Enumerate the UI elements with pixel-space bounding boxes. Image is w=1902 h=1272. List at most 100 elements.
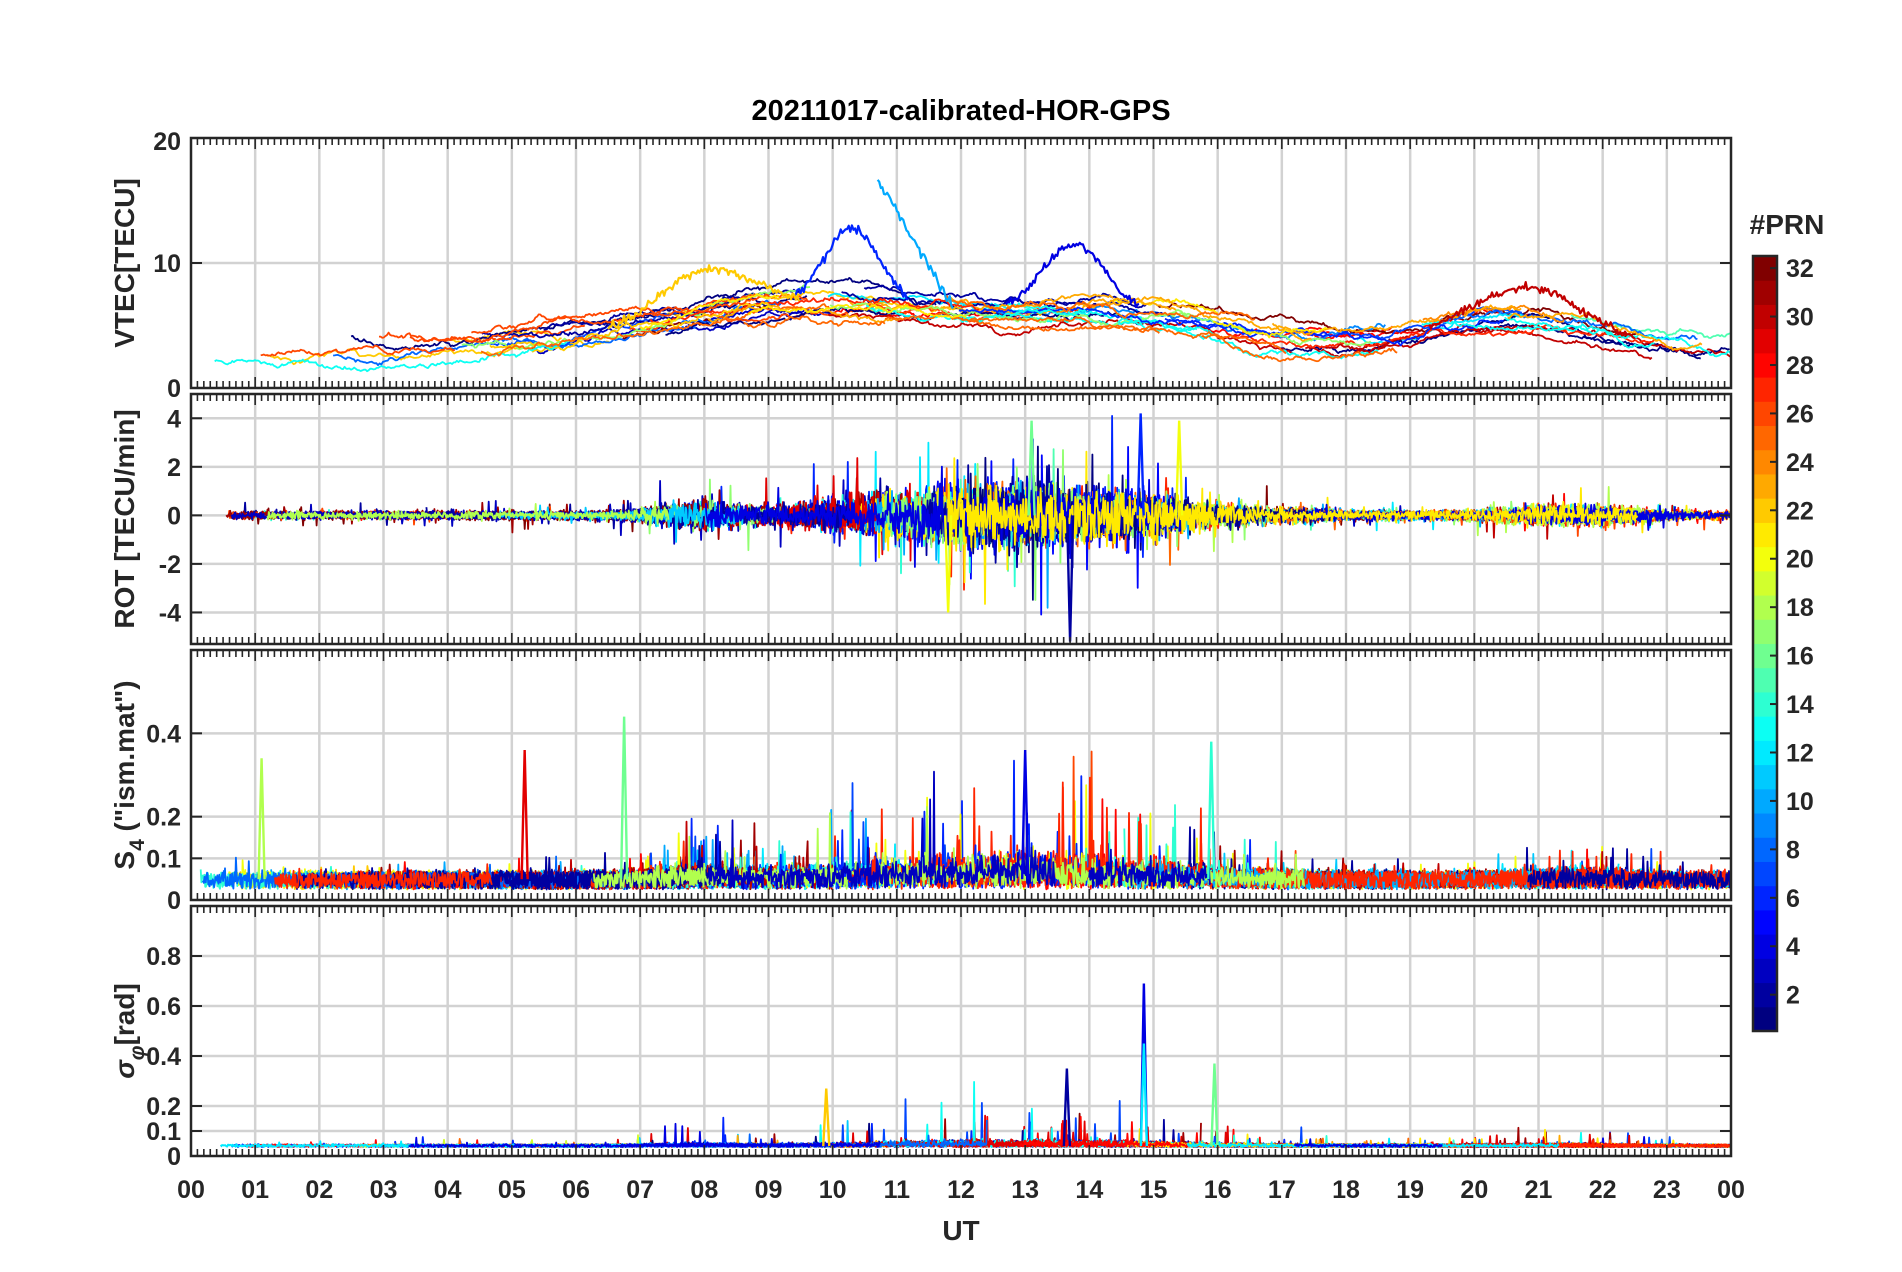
y-tick-label: 0.4 bbox=[146, 1043, 181, 1071]
satellite-trace bbox=[704, 465, 1181, 568]
colorbar-tick-label: 30 bbox=[1786, 304, 1814, 332]
y-tick-label: -2 bbox=[159, 551, 181, 579]
colorbar-swatch bbox=[1753, 280, 1777, 305]
x-tick-label: 17 bbox=[1268, 1176, 1296, 1204]
x-tick-label: 23 bbox=[1653, 1176, 1681, 1204]
sigma-phi-panel: 00.10.2 0.4 0.6 0.8 σφ[rad] bbox=[109, 904, 1733, 1171]
y-tick-label: 10 bbox=[153, 250, 181, 278]
satellite-trace bbox=[944, 295, 1256, 321]
satellite-trace bbox=[1201, 334, 1398, 363]
x-tick-label: 20 bbox=[1460, 1176, 1488, 1204]
sigma-phi-y-ticks: 00.10.2 0.4 0.6 0.8 bbox=[146, 943, 1731, 1171]
satellite-trace bbox=[747, 304, 967, 319]
colorbar-tick-label: 4 bbox=[1786, 933, 1800, 961]
satellite-trace bbox=[1004, 241, 1140, 309]
colorbar-tick-label: 12 bbox=[1786, 739, 1814, 767]
spike-mark bbox=[822, 1088, 831, 1147]
spike-mark bbox=[619, 716, 629, 880]
x-tick-label: 05 bbox=[498, 1176, 526, 1204]
satellite-trace bbox=[1293, 1138, 1443, 1149]
satellite-trace bbox=[607, 264, 801, 330]
colorbar-swatch bbox=[1753, 861, 1777, 887]
colorbar-tick-label: 20 bbox=[1786, 546, 1814, 574]
satellite-trace bbox=[841, 291, 1147, 311]
colorbar-tick-label: 32 bbox=[1786, 255, 1814, 283]
satellite-trace bbox=[743, 315, 886, 329]
s4-panel: 0 0.1 0.2 0.4 S4 ("ism.mat") bbox=[109, 648, 1733, 915]
spike-mark bbox=[1136, 413, 1145, 516]
colorbar-tick-label: 2 bbox=[1786, 982, 1800, 1010]
satellite-trace bbox=[1177, 487, 1639, 538]
satellite-trace bbox=[1076, 296, 1312, 342]
y-tick-label: 0 bbox=[167, 502, 181, 530]
x-tick-label: 19 bbox=[1396, 1176, 1424, 1204]
x-tick-label: 02 bbox=[305, 1176, 333, 1204]
spike-mark bbox=[1139, 1043, 1149, 1147]
satellite-trace bbox=[1018, 1121, 1190, 1148]
colorbar-tick-label: 16 bbox=[1786, 643, 1814, 671]
x-tick-label: 01 bbox=[241, 1176, 269, 1204]
spike-mark bbox=[1062, 1068, 1072, 1147]
y-tick-label: 4 bbox=[167, 405, 181, 433]
x-tick-label: 21 bbox=[1525, 1176, 1553, 1204]
satellite-trace bbox=[947, 483, 1215, 549]
vtec-series bbox=[214, 179, 1731, 373]
rot-panel: -4 -2 0 2 4 ROT [TECU/min] bbox=[109, 392, 1733, 646]
x-tick-labels: 00 01 02 03 04 05 06 07 08 09 10 11 12 13 14 15 16 17 18 19… bbox=[177, 1176, 1745, 1204]
colorbar-tick-label: 10 bbox=[1786, 788, 1814, 816]
satellite-trace bbox=[274, 863, 493, 891]
satellite-trace bbox=[1527, 847, 1731, 891]
sigma-label-rest: [rad] bbox=[109, 983, 140, 1045]
satellite-trace bbox=[1232, 324, 1658, 349]
x-tick-label: 04 bbox=[434, 1176, 462, 1204]
colorbar-tick-label: 18 bbox=[1786, 594, 1814, 622]
colorbar-tick-label: 22 bbox=[1786, 497, 1814, 525]
spike-mark bbox=[257, 758, 266, 880]
colorbar-swatch bbox=[1753, 716, 1777, 741]
satellite-trace bbox=[266, 500, 670, 527]
x-tick-label: 13 bbox=[1011, 1176, 1039, 1204]
colorbar-swatch bbox=[1753, 473, 1777, 499]
satellite-trace bbox=[876, 179, 954, 310]
colorbar-swatch bbox=[1753, 764, 1777, 790]
sigma-phi-series bbox=[219, 983, 1731, 1149]
spike-mark bbox=[1020, 749, 1030, 880]
colorbar-swatches bbox=[1753, 256, 1777, 1032]
colorbar-swatch bbox=[1753, 813, 1777, 838]
colorbar-swatch bbox=[1753, 377, 1777, 402]
rot-series bbox=[225, 413, 1731, 642]
colorbar-tick-label: 26 bbox=[1786, 400, 1814, 428]
sigma-phi-y-axis-label: σφ[rad] bbox=[109, 983, 149, 1079]
colorbar-swatch bbox=[1753, 425, 1777, 451]
satellite-trace bbox=[408, 1122, 823, 1148]
sigma-label-main: σ bbox=[109, 1059, 140, 1079]
x-tick-label: 10 bbox=[819, 1176, 847, 1204]
s4-y-ticks: 0 0.1 0.2 0.4 bbox=[146, 720, 1731, 915]
sigma-phi-minor-ticks bbox=[196, 906, 1726, 1156]
satellite-trace bbox=[1421, 319, 1655, 349]
y-tick-label: 0.4 bbox=[146, 720, 181, 748]
x-tick-label: 14 bbox=[1075, 1176, 1103, 1204]
satellite-trace bbox=[1305, 324, 1653, 360]
y-tick-label: 0.8 bbox=[146, 943, 181, 971]
rot-y-ticks: -4 -2 0 2 4 bbox=[159, 405, 1731, 627]
s4-label-rest: ("ism.mat") bbox=[109, 680, 140, 839]
x-tick-label: 06 bbox=[562, 1176, 590, 1204]
colorbar-swatch bbox=[1753, 667, 1777, 693]
satellite-trace bbox=[379, 293, 808, 344]
rot-minor-ticks bbox=[196, 394, 1726, 644]
satellite-trace bbox=[1271, 304, 1522, 336]
s4-minor-ticks bbox=[196, 650, 1726, 900]
satellite-trace bbox=[708, 770, 1056, 890]
colorbar-swatch bbox=[1753, 909, 1777, 935]
y-tick-label: 0 bbox=[167, 1143, 181, 1171]
satellite-trace bbox=[1428, 281, 1636, 340]
x-tick-label: 07 bbox=[626, 1176, 654, 1204]
x-tick-label: 11 bbox=[884, 1176, 911, 1204]
satellite-trace bbox=[1117, 319, 1215, 336]
x-tick-label: 00 bbox=[1717, 1176, 1745, 1204]
spike-mark bbox=[1174, 420, 1184, 516]
x-tick-label: 18 bbox=[1332, 1176, 1360, 1204]
